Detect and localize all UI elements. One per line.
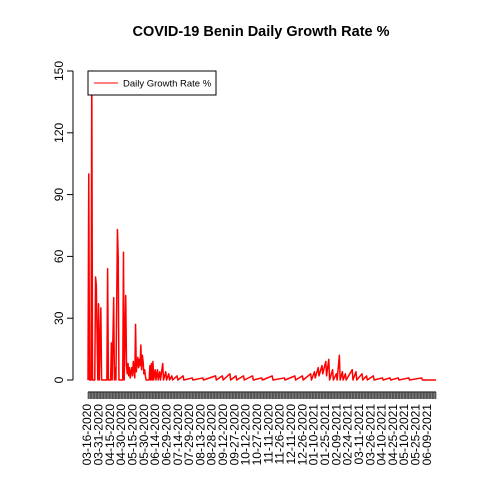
y-tick-label: 30: [52, 311, 66, 325]
x-tick-label: 05-15-2020: [125, 404, 139, 466]
legend: Daily Growth Rate %: [87, 70, 217, 96]
x-tick-label: 02-09-2021: [329, 404, 343, 466]
x-tick-label: 12-26-2020: [295, 404, 309, 466]
x-tick-label: 11-26-2020: [273, 404, 287, 465]
x-tick-label: 11-11-2020: [261, 404, 275, 464]
chart-title: COVID-19 Benin Daily Growth Rate %: [132, 24, 389, 40]
x-tick-label: 04-30-2020: [114, 404, 128, 466]
x-tick-label: 04-15-2020: [103, 404, 117, 466]
x-tick-label: 07-14-2020: [171, 404, 185, 466]
x-tick-label: 03-31-2020: [91, 404, 105, 466]
x-tick-label: 10-27-2020: [250, 404, 264, 466]
x-axis: 03-16-202003-31-202004-15-202004-30-2020…: [80, 391, 437, 466]
x-tick-label: 07-29-2020: [182, 404, 196, 466]
x-tick-label: 10-12-2020: [239, 404, 253, 466]
x-tick-label: 05-30-2020: [137, 404, 151, 466]
x-tick-label: 08-28-2020: [205, 404, 219, 466]
x-tick-label: 03-11-2021: [352, 404, 366, 465]
y-tick-label: 150: [52, 61, 66, 81]
plot-area: [87, 70, 436, 381]
x-tick-label: 09-12-2020: [216, 404, 230, 466]
legend-label: Daily Growth Rate %: [123, 79, 212, 90]
x-tick-label: 01-25-2021: [318, 404, 332, 466]
y-tick-label: 120: [52, 122, 66, 142]
y-tick-label: 60: [52, 249, 66, 263]
x-tick-label: 06-14-2020: [148, 404, 162, 466]
x-tick-label: 03-16-2020: [80, 404, 94, 466]
x-tick-label: 05-25-2021: [409, 404, 423, 466]
x-tick-label: 08-13-2020: [193, 404, 207, 466]
y-axis: 0 30 60 90 120 150: [52, 61, 74, 383]
x-tick-label: 02-24-2021: [341, 404, 355, 466]
y-tick-label: 0: [52, 376, 66, 383]
x-tick-label: 01-10-2021: [307, 404, 321, 466]
y-tick-label: 90: [52, 188, 66, 202]
x-tick-label: 09-27-2020: [227, 404, 241, 466]
x-tick-label: 04-25-2021: [386, 404, 400, 466]
x-tick-label: 05-10-2021: [397, 404, 411, 466]
series-line-daily-growth-rate: [87, 70, 436, 381]
x-tick-label: 04-10-2021: [375, 404, 389, 466]
x-tick-label: 06-29-2020: [159, 404, 173, 466]
x-tick-label: 06-09-2021: [420, 404, 434, 466]
x-tick-label: 12-11-2020: [284, 404, 298, 465]
x-tick-label: 03-26-2021: [363, 404, 377, 466]
